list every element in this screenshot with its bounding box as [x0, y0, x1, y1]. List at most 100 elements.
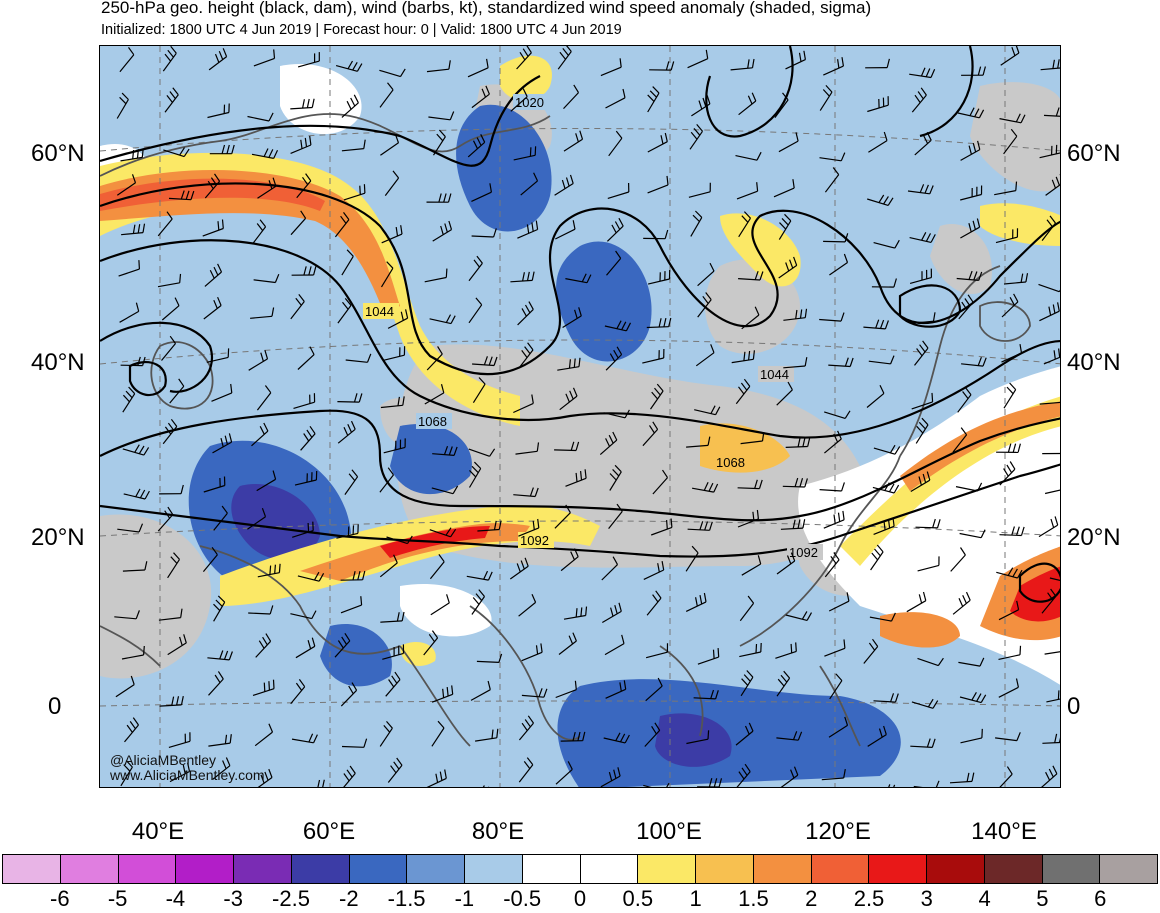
wind-barb-feather — [718, 778, 723, 787]
wind-barb — [290, 106, 313, 110]
wind-barb — [251, 153, 274, 159]
wind-barb — [873, 525, 895, 535]
wind-barb-feather — [346, 769, 353, 778]
wind-barb-feather — [481, 88, 487, 98]
wind-barb-feather — [624, 409, 630, 419]
wind-barb — [557, 51, 572, 70]
wind-barb-feather — [704, 521, 709, 531]
wind-barb-feather — [137, 224, 141, 234]
wind-barb-feather — [309, 135, 312, 146]
wind-barb — [999, 118, 1022, 124]
colorbar-label: -6 — [50, 886, 70, 911]
wind-barb-feather — [887, 519, 891, 529]
wind-barb-feather — [822, 89, 830, 97]
wind-barb — [290, 613, 312, 620]
wind-barb — [471, 191, 492, 202]
wind-barb-feather — [298, 679, 306, 688]
wind-barb — [337, 305, 352, 324]
wind-barb-feather — [918, 421, 926, 430]
wind-barb-feather — [1013, 293, 1019, 303]
wind-barb — [520, 180, 538, 196]
wind-barb — [783, 317, 806, 321]
wind-barb-feather — [798, 52, 802, 62]
wind-barb-feather — [647, 94, 655, 102]
wind-barb-feather — [914, 94, 921, 103]
wind-barb-feather — [142, 356, 146, 366]
wind-barb-feather — [307, 640, 312, 649]
wind-barb — [958, 301, 974, 320]
wind-barb-feather — [268, 723, 274, 733]
wind-barb-feather — [841, 57, 844, 67]
wind-barb-feather — [302, 176, 309, 185]
wind-barb — [645, 685, 663, 702]
wind-barb-feather — [393, 761, 400, 770]
wind-barb — [647, 184, 669, 194]
wind-barb — [647, 92, 660, 113]
wind-barb — [555, 689, 577, 699]
wind-barb-feather — [797, 519, 801, 529]
wind-barb-feather — [498, 520, 502, 530]
wind-barb-feather — [230, 383, 233, 393]
wind-barb-feather — [1020, 526, 1025, 536]
wind-barb — [251, 226, 267, 245]
lat-label-left: 20°N — [31, 524, 85, 551]
wind-barb — [300, 433, 316, 451]
wind-barb — [122, 393, 136, 413]
wind-barb-feather — [696, 124, 703, 132]
wind-barb-feather — [342, 301, 349, 310]
wind-barb-feather — [493, 520, 497, 530]
wind-barb — [697, 270, 715, 287]
wind-barb-feather — [217, 221, 220, 231]
wind-barb — [381, 233, 403, 244]
wind-barb — [737, 487, 760, 490]
wind-barb-feather — [744, 763, 751, 772]
wind-barb — [161, 343, 176, 361]
wind-barb — [116, 99, 129, 119]
wind-barb-feather — [346, 249, 354, 257]
wind-barb — [558, 640, 577, 655]
wind-barb-feather — [608, 434, 614, 444]
wind-barb-feather — [795, 132, 799, 142]
wind-barb-feather — [649, 90, 657, 98]
lon-label: 100°E — [636, 818, 702, 845]
colorbar-swatch — [927, 855, 985, 883]
wind-barb-feather — [215, 599, 223, 607]
wind-barb-feather — [487, 680, 491, 690]
wind-barb — [869, 616, 892, 622]
wind-barb-feather — [1009, 461, 1016, 470]
wind-barb — [257, 777, 273, 787]
wind-barb-feather — [1016, 526, 1020, 536]
wind-barb-feather — [125, 760, 133, 768]
wind-barb-feather — [572, 731, 576, 742]
wind-barb — [873, 242, 896, 249]
wind-barb-feather — [966, 772, 970, 782]
colorbar-swatch — [118, 855, 177, 883]
wind-barb-feather — [982, 357, 987, 367]
wind-barb-feather — [176, 696, 180, 706]
wind-barb — [775, 650, 797, 659]
wind-barb — [386, 536, 408, 545]
wind-barb-feather — [141, 148, 144, 158]
contour-label: 1068 — [418, 414, 447, 429]
wind-barb-feather — [170, 556, 178, 564]
wind-barb-feather — [521, 308, 527, 317]
wind-barb — [513, 402, 534, 414]
wind-barb-feather — [300, 210, 307, 219]
wind-barb-feather — [738, 386, 745, 395]
wind-barb-feather — [926, 738, 931, 748]
wind-barb-feather — [526, 46, 532, 54]
wind-barb-feather — [844, 357, 849, 367]
wind-barb-feather — [164, 53, 172, 62]
wind-barb — [208, 742, 231, 747]
wind-barb-feather — [561, 179, 566, 189]
wind-barb-feather — [304, 137, 308, 147]
colorbar-label: 2.5 — [853, 886, 885, 911]
wind-barb-feather — [802, 519, 806, 529]
wind-barb-feather — [618, 602, 622, 612]
wind-barb-feather — [476, 137, 482, 146]
wind-barb — [121, 654, 144, 660]
wind-barb — [868, 140, 888, 153]
wind-barb-feather — [569, 174, 574, 184]
wind-barb — [873, 700, 896, 703]
wind-barb — [608, 511, 623, 529]
